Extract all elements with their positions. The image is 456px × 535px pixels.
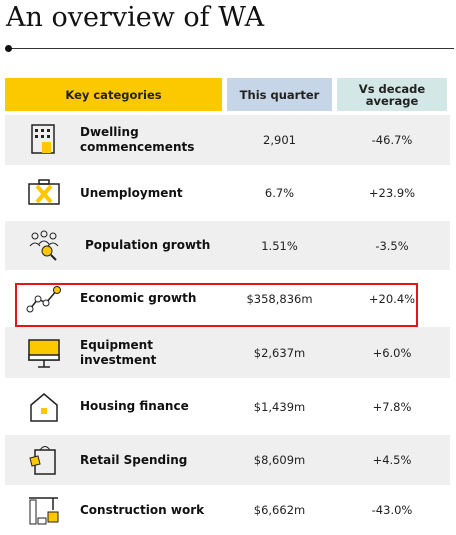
category-label: Unemployment	[80, 185, 183, 200]
icon	[28, 338, 60, 368]
row-icon	[26, 228, 62, 264]
category-label: Equipment investment	[80, 337, 157, 367]
row-icon	[26, 492, 62, 528]
category-label: Population growth	[85, 238, 211, 252]
decade-comparison-value: -43.0%	[371, 503, 413, 517]
row-icon	[26, 442, 62, 478]
category-label: Housing finance	[80, 399, 189, 413]
category-label: Retail Spending	[80, 452, 188, 467]
row-icon	[26, 175, 62, 211]
icon	[29, 497, 59, 525]
icon	[30, 392, 58, 422]
title-dot	[5, 45, 12, 52]
decade-comparison-value: +20.4%	[368, 291, 416, 306]
row-background	[5, 435, 450, 485]
row-icon	[26, 389, 62, 425]
row-icon	[26, 281, 62, 317]
decade-comparison-value: +4.5%	[372, 453, 412, 467]
icon	[29, 446, 56, 475]
header-cell: Key categories	[5, 78, 222, 111]
decade-comparison-value: -46.7%	[371, 133, 413, 147]
this-quarter-value: $358,836m	[246, 291, 313, 306]
icon	[31, 124, 55, 154]
decade-comparison-value: +23.9%	[368, 186, 416, 200]
header-cell: This quarter	[227, 78, 332, 111]
decade-comparison-value: -3.5%	[375, 238, 409, 253]
category-label: Dwelling commencements	[80, 125, 195, 154]
this-quarter-value: 2,901	[263, 133, 296, 147]
icon	[29, 230, 59, 261]
title-rule	[10, 48, 454, 49]
icon	[28, 179, 60, 205]
this-quarter-value: $6,662m	[253, 503, 306, 517]
this-quarter-value: $8,609m	[253, 453, 306, 467]
this-quarter-value: 1.51%	[261, 238, 298, 253]
this-quarter-value: 6.7%	[264, 186, 295, 200]
highlight-box	[15, 283, 418, 327]
row-background	[5, 327, 450, 378]
category-label: Construction work	[80, 502, 205, 517]
row-background	[5, 221, 450, 270]
row-background	[5, 115, 450, 165]
page-title: An overview of WA	[6, 2, 265, 33]
this-quarter-value: $2,637m	[253, 345, 306, 360]
row-icon	[26, 122, 62, 158]
decade-comparison-value: +6.0%	[372, 345, 412, 360]
decade-comparison-value: +7.8%	[372, 399, 412, 414]
this-quarter-value: $1,439m	[253, 399, 306, 414]
category-label: Economic growth	[80, 291, 197, 305]
header-cell: Vs decade average	[337, 78, 447, 111]
row-icon	[26, 335, 62, 371]
icon	[26, 285, 61, 312]
